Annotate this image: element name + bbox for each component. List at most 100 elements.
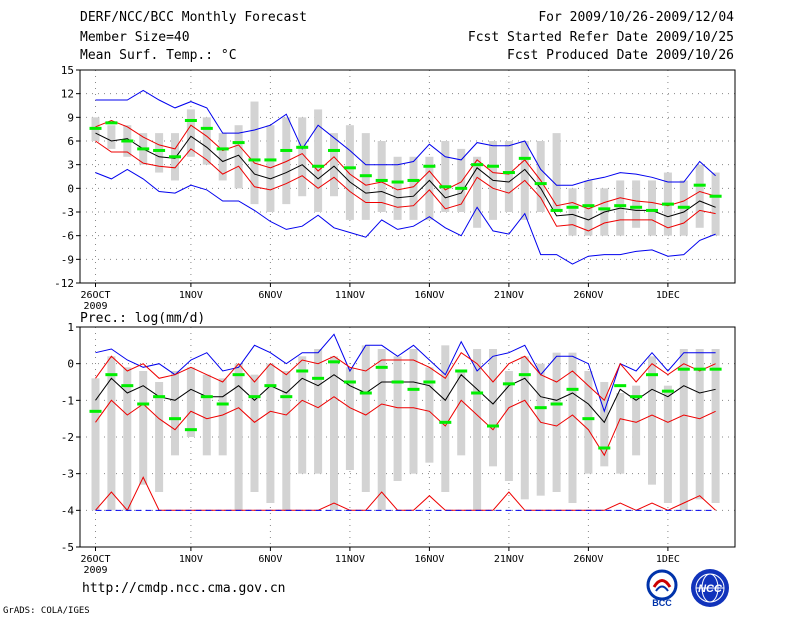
median-marker xyxy=(518,156,531,160)
median-marker xyxy=(137,147,150,151)
median-marker xyxy=(693,183,706,187)
box-bar xyxy=(393,156,402,220)
ncc-logo-text: NCC xyxy=(698,583,723,595)
box-bar xyxy=(441,345,450,492)
x-tick-label: 26NOV xyxy=(573,554,603,565)
box-bar xyxy=(218,378,227,456)
median-marker xyxy=(343,380,356,384)
max-line xyxy=(95,333,716,413)
box-bar xyxy=(473,156,482,228)
median-marker xyxy=(184,428,197,432)
box-bar xyxy=(139,371,148,485)
median-marker xyxy=(264,158,277,162)
source-url[interactable]: http://cmdp.ncc.cma.gov.cn xyxy=(82,581,286,596)
median-marker xyxy=(89,409,102,413)
bcc-logo: BCC xyxy=(646,569,678,608)
median-marker xyxy=(375,365,388,369)
mean-line xyxy=(95,132,716,221)
box-bar xyxy=(345,125,354,220)
box-bar xyxy=(234,363,243,511)
x-tick-label: 6NOV xyxy=(258,554,282,565)
x-tick-year-label: 2009 xyxy=(83,301,107,312)
box-bar xyxy=(679,349,688,511)
median-marker xyxy=(709,367,722,371)
median-marker xyxy=(566,205,579,209)
median-marker xyxy=(439,185,452,189)
box-bar xyxy=(218,133,227,181)
x-tick-label: 21NOV xyxy=(494,290,524,301)
box-bar xyxy=(409,349,418,474)
box-bar xyxy=(202,374,211,456)
std-upper-line xyxy=(95,119,716,210)
x-tick-label: 1DEC xyxy=(656,554,680,565)
x-tick-label: 26OCT xyxy=(80,554,110,565)
box-bar xyxy=(314,349,323,474)
median-marker xyxy=(693,367,706,371)
grads-credit: GrADS: COLA/IGES xyxy=(3,606,90,616)
box-bar xyxy=(441,141,450,212)
x-tick-label: 16NOV xyxy=(414,554,444,565)
box-bar xyxy=(648,180,656,236)
temperature-panel-title: Mean Surf. Temp.: °C xyxy=(80,48,237,63)
median-marker xyxy=(487,424,499,428)
x-tick-label: 21NOV xyxy=(494,554,524,565)
y-tick-label: -5 xyxy=(61,541,74,554)
median-marker xyxy=(248,158,261,162)
y-tick-label: 12 xyxy=(61,88,74,101)
box-bar xyxy=(632,180,641,228)
median-marker xyxy=(455,369,468,373)
median-marker xyxy=(200,126,213,130)
median-marker xyxy=(264,384,277,388)
median-marker xyxy=(359,391,372,395)
median-marker xyxy=(471,391,484,395)
x-tick-label: 1NOV xyxy=(179,290,203,301)
box-bar xyxy=(632,385,641,456)
median-marker xyxy=(359,174,372,178)
median-marker xyxy=(502,171,515,175)
x-tick-label: 11NOV xyxy=(335,290,365,301)
box-bar xyxy=(711,172,720,236)
y-tick-label: 0 xyxy=(67,358,74,371)
median-marker xyxy=(471,163,484,167)
y-tick-label: 9 xyxy=(67,111,74,124)
box-bar xyxy=(584,180,593,236)
forecast-period: For 2009/10/26-2009/12/04 xyxy=(538,10,734,25)
median-marker xyxy=(582,204,595,208)
median-marker xyxy=(391,180,404,184)
box-bar xyxy=(552,352,561,492)
median-marker xyxy=(391,380,404,384)
box-bar xyxy=(552,133,561,212)
box-bar xyxy=(568,352,577,503)
median-marker xyxy=(439,420,452,424)
median-marker xyxy=(296,145,309,149)
box-bar xyxy=(536,363,545,496)
plot-frame xyxy=(79,69,736,284)
box-bar xyxy=(186,367,195,437)
median-marker xyxy=(407,178,420,182)
ncc-logo: NCC xyxy=(691,569,729,607)
median-marker xyxy=(582,417,595,421)
box-bar xyxy=(91,378,100,511)
box-bar xyxy=(377,349,386,511)
median-marker xyxy=(709,194,722,198)
box-bar xyxy=(250,374,259,492)
box-bar xyxy=(457,371,466,456)
box-bar xyxy=(155,382,164,492)
x-tick-year-label: 2009 xyxy=(83,565,107,576)
box-bar xyxy=(361,345,370,492)
median-marker xyxy=(534,406,547,410)
member-size-label: Member Size=40 xyxy=(80,30,190,45)
box-bar xyxy=(425,156,434,220)
median-marker xyxy=(232,141,245,145)
median-marker xyxy=(105,373,118,377)
median-marker xyxy=(312,164,325,168)
x-tick-label: 26OCT xyxy=(80,290,110,301)
box-bar xyxy=(504,141,513,212)
box-bar xyxy=(266,363,275,503)
plot-frame xyxy=(79,326,736,548)
median-marker xyxy=(312,376,325,380)
box-bar xyxy=(648,356,656,485)
